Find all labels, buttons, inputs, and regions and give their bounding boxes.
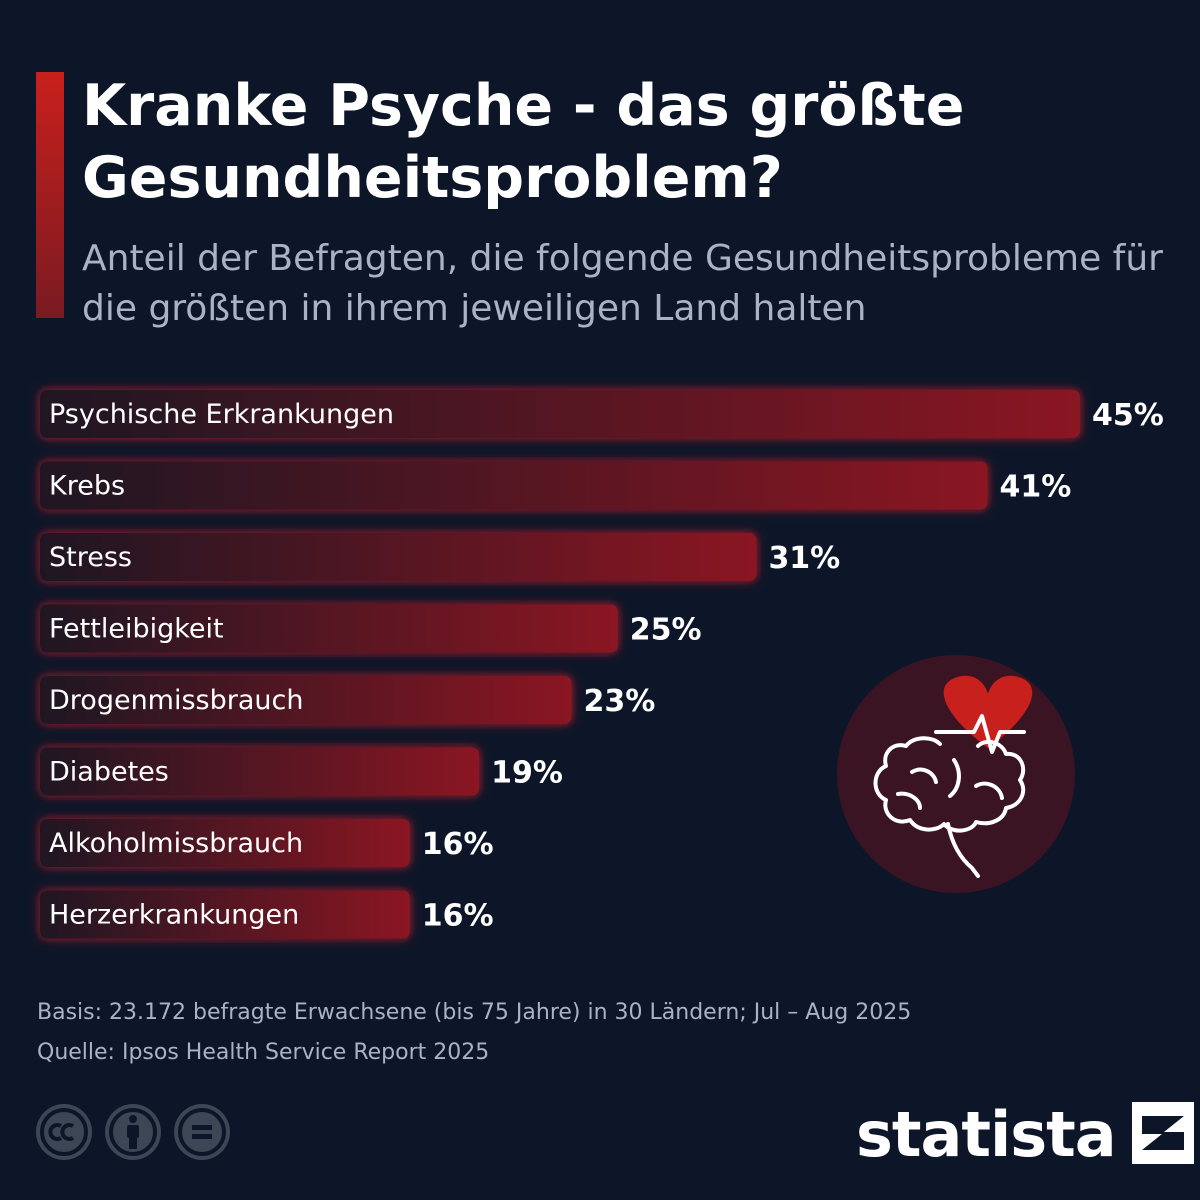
- bar-label-3: Fettleibigkeit: [49, 614, 224, 645]
- value-label-6: 16%: [422, 827, 494, 862]
- value-label-4: 23%: [584, 684, 656, 719]
- brand-name: statista: [856, 1098, 1117, 1171]
- value-label-7: 16%: [422, 899, 494, 934]
- brand: statista: [856, 1100, 1194, 1170]
- bar-label-1: Krebs: [49, 471, 125, 502]
- statista-logo-icon: [1131, 1101, 1194, 1169]
- bar-label-4: Drogenmissbrauch: [49, 685, 303, 716]
- bar-7: [40, 890, 410, 939]
- bar-0: [40, 390, 1080, 438]
- bar-3: [40, 604, 618, 653]
- attribution-icon[interactable]: [105, 1104, 161, 1160]
- bar-6: [40, 819, 410, 867]
- footnote-source: Quelle: Ipsos Health Service Report 2025: [37, 1040, 490, 1065]
- value-label-0: 45%: [1092, 398, 1164, 433]
- bar-chart: Psychische Erkrankungen 45% Krebs 41% Stress…: [40, 390, 1164, 939]
- bar-2: [40, 533, 757, 581]
- accent-bar: [36, 72, 64, 318]
- bar-label-0: Psychische Erkrankungen: [49, 399, 394, 430]
- footnote-basis: Basis: 23.172 befragte Erwachsene (bis 7…: [37, 1000, 912, 1025]
- brain-heart-icon: [836, 654, 1076, 894]
- bar-4: [40, 676, 572, 724]
- license-icons: [36, 1104, 230, 1160]
- bar-label-7: Herzerkrankungen: [49, 900, 299, 931]
- value-label-2: 31%: [768, 541, 840, 576]
- cc-icon[interactable]: [36, 1104, 92, 1160]
- bar-label-6: Alkoholmissbrauch: [49, 828, 303, 859]
- page-title: Kranke Psyche - das größte Gesundheitspr…: [82, 73, 965, 211]
- bar-5: [40, 747, 480, 796]
- page-subtitle: Anteil der Befragten, die folgende Gesun…: [82, 238, 1163, 329]
- value-label-1: 41%: [1000, 470, 1072, 505]
- value-label-3: 25%: [630, 613, 702, 648]
- bar-label-2: Stress: [49, 542, 132, 573]
- no-derivatives-icon[interactable]: [174, 1104, 230, 1160]
- value-label-5: 19%: [491, 756, 563, 791]
- bar-1: [40, 461, 988, 510]
- bar-label-5: Diabetes: [49, 757, 169, 788]
